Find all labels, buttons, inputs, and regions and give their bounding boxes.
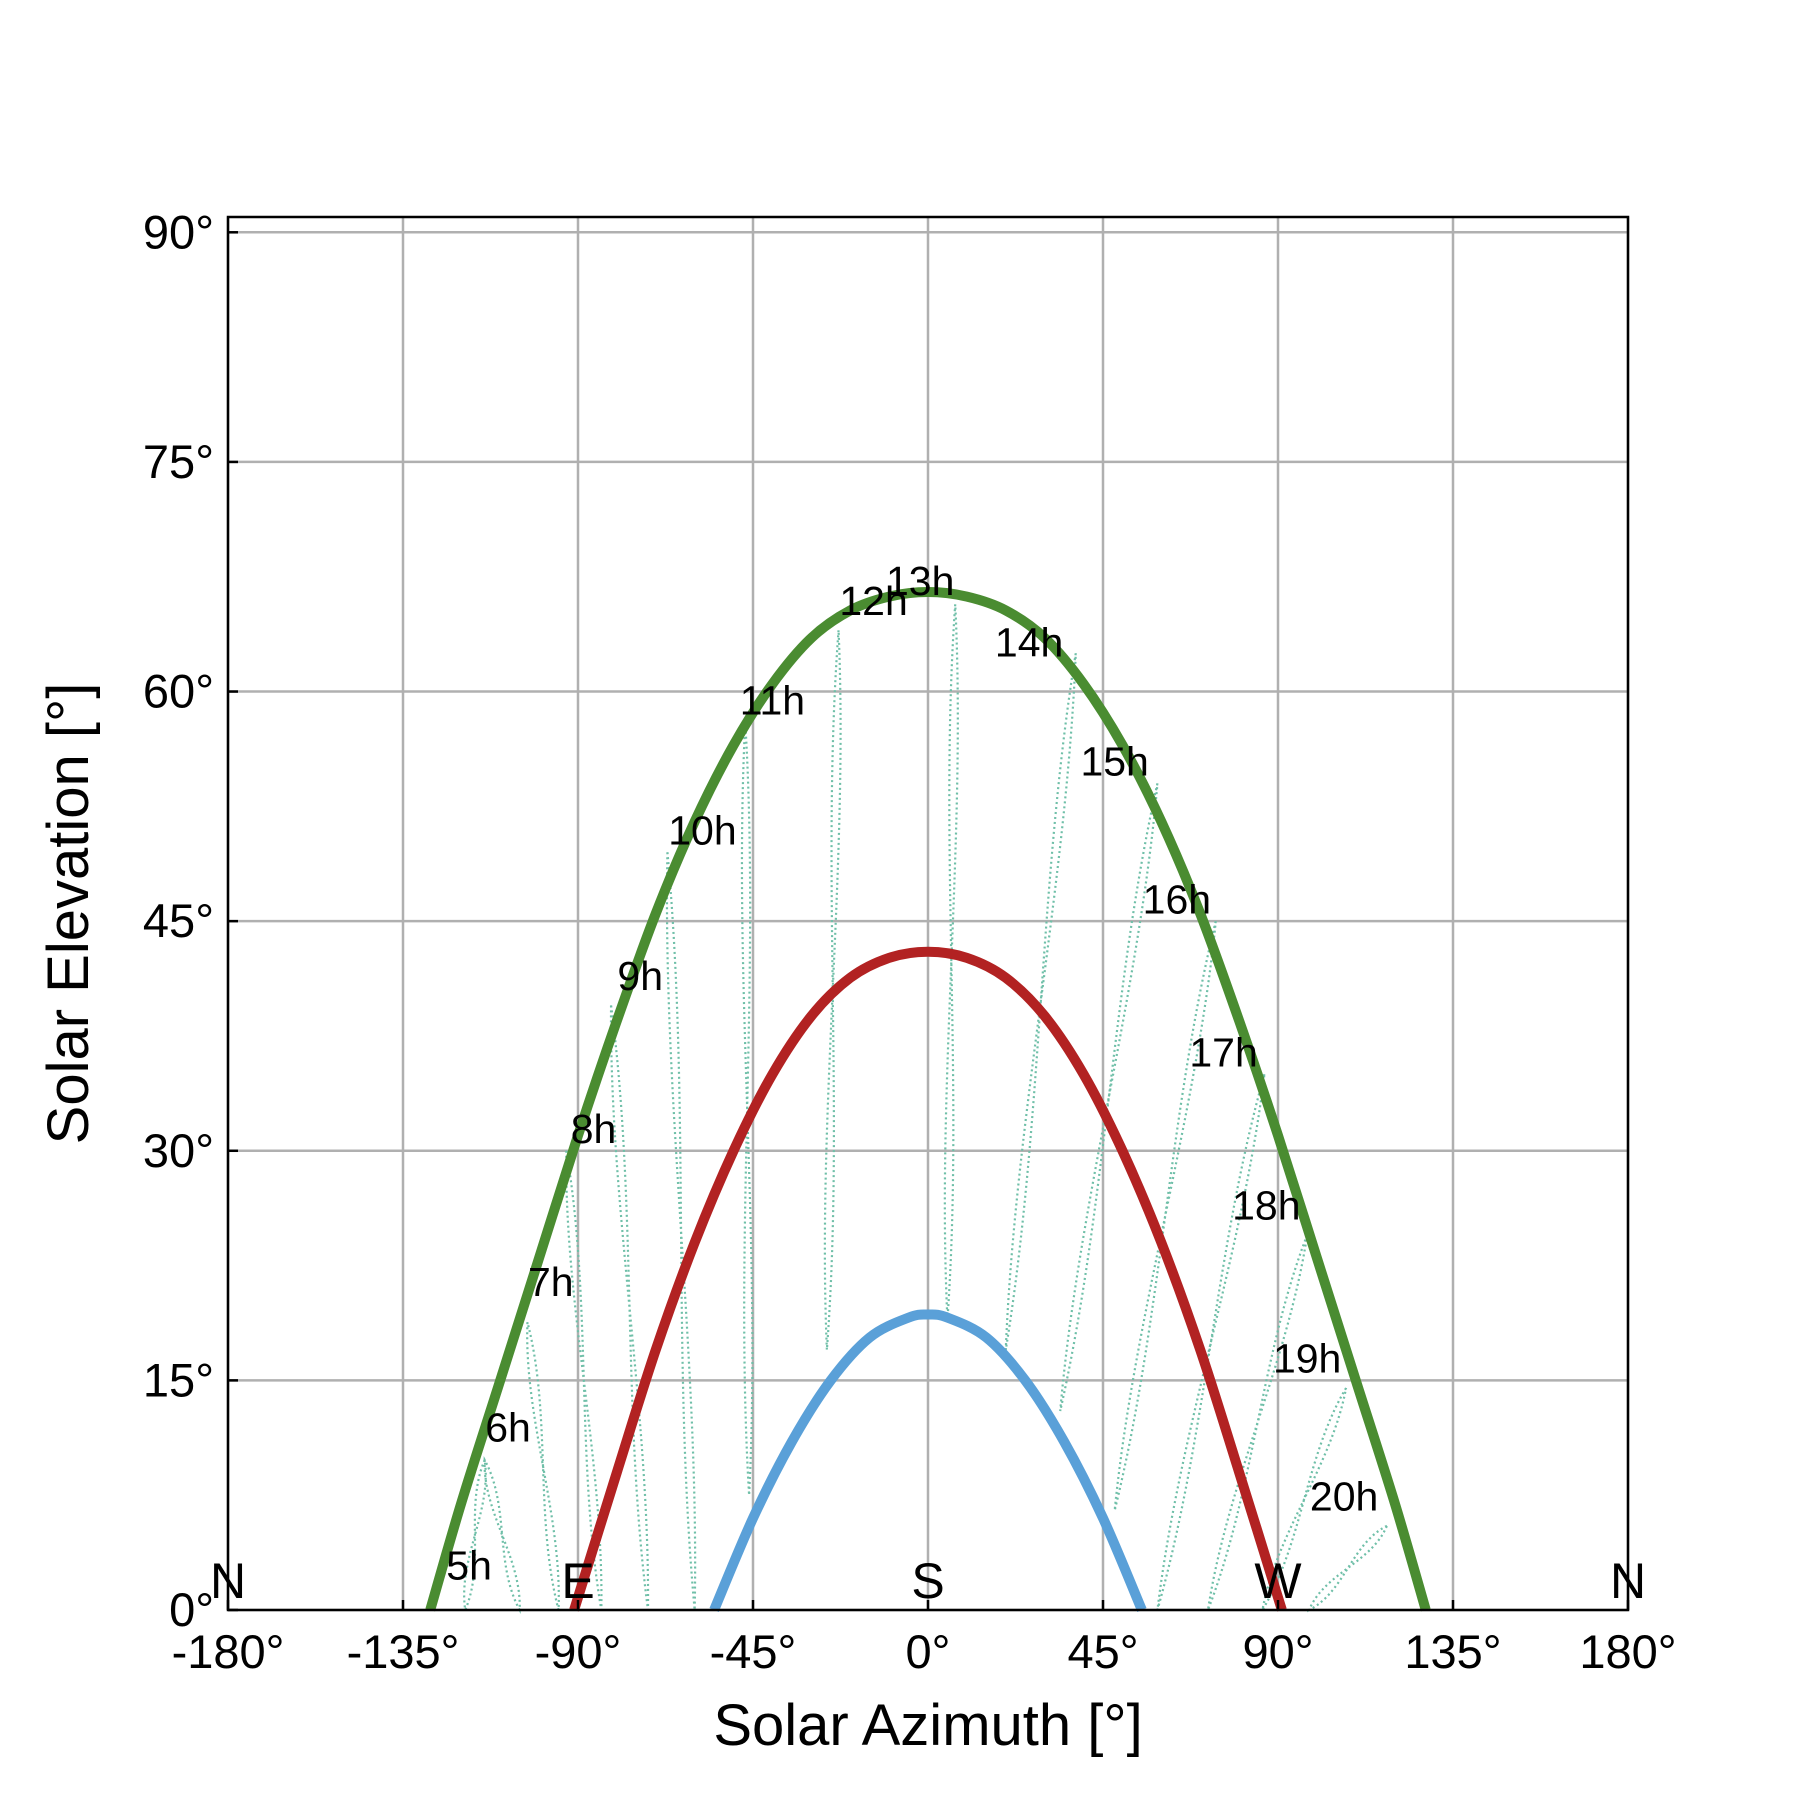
- y-tick-label: 0°: [169, 1583, 214, 1636]
- y-tick-label: 15°: [143, 1353, 214, 1406]
- analemma-5h: [463, 1455, 487, 1615]
- hour-label: 5h: [446, 1542, 492, 1588]
- analemma-12h: [823, 630, 842, 1350]
- analemma-17h: [1156, 1073, 1266, 1611]
- analemma-9h: [609, 1005, 650, 1611]
- y-tick-label: 30°: [143, 1124, 214, 1177]
- x-tick-label: 45°: [1067, 1625, 1138, 1678]
- hour-label: 16h: [1143, 877, 1211, 923]
- hour-label: 6h: [485, 1405, 531, 1451]
- analemma-16h: [1113, 920, 1217, 1511]
- x-tick-label: -135°: [347, 1625, 460, 1678]
- y-tick-label: 60°: [143, 665, 214, 718]
- hour-label: 13h: [886, 558, 954, 604]
- analemma-13h: [943, 604, 959, 1320]
- analemma-7h: [526, 1321, 560, 1611]
- grid: [226, 217, 1630, 1612]
- sun-path-line-0: [425, 587, 1431, 1612]
- analemma-20h: [1306, 1523, 1390, 1613]
- compass-label-W: W: [1254, 1553, 1302, 1609]
- hour-label: 15h: [1080, 739, 1148, 785]
- analemma-10h: [665, 852, 697, 1611]
- hour-label: 7h: [528, 1259, 574, 1305]
- compass-label-E: E: [561, 1553, 594, 1609]
- hour-label: 19h: [1273, 1336, 1341, 1382]
- analemma-19h: [1261, 1387, 1348, 1611]
- x-tick-label: 135°: [1404, 1625, 1501, 1678]
- x-tick-label: -180°: [172, 1625, 285, 1678]
- sun-path-series: [425, 587, 1431, 1612]
- compass-label-S: S: [911, 1553, 944, 1609]
- sun-path-line-2: [709, 1309, 1147, 1612]
- x-tick-label: 180°: [1579, 1625, 1676, 1678]
- hour-label: 20h: [1310, 1474, 1378, 1520]
- hour-label: 9h: [617, 953, 663, 999]
- sun-path-line-1: [569, 946, 1287, 1612]
- y-tick-label: 45°: [143, 894, 214, 947]
- analemma-14h: [1004, 653, 1077, 1350]
- axis-ticks: -180° -135° -90° -45° 0° 45° 90° 135° 180° 0° 15° 3…: [143, 205, 1677, 1678]
- hour-label: 8h: [571, 1106, 617, 1152]
- x-tick-label: -90°: [535, 1625, 622, 1678]
- hour-label: 10h: [668, 808, 736, 854]
- hour-label: 11h: [740, 678, 805, 724]
- hour-label: 14h: [995, 619, 1063, 665]
- hour-label: 12h: [839, 578, 907, 624]
- y-tick-label: 75°: [143, 435, 214, 488]
- x-tick-label: -45°: [710, 1625, 797, 1678]
- y-tick-label: 90°: [143, 205, 214, 258]
- x-tick-label: 0°: [906, 1625, 951, 1678]
- hour-label: 17h: [1189, 1030, 1257, 1076]
- hour-label: 18h: [1232, 1183, 1300, 1229]
- y-axis-title: Solar Elevation [°]: [36, 683, 101, 1145]
- x-axis-title: Solar Azimuth [°]: [713, 1693, 1142, 1758]
- analemma-15h: [1059, 783, 1159, 1412]
- x-tick-label: 90°: [1242, 1625, 1313, 1678]
